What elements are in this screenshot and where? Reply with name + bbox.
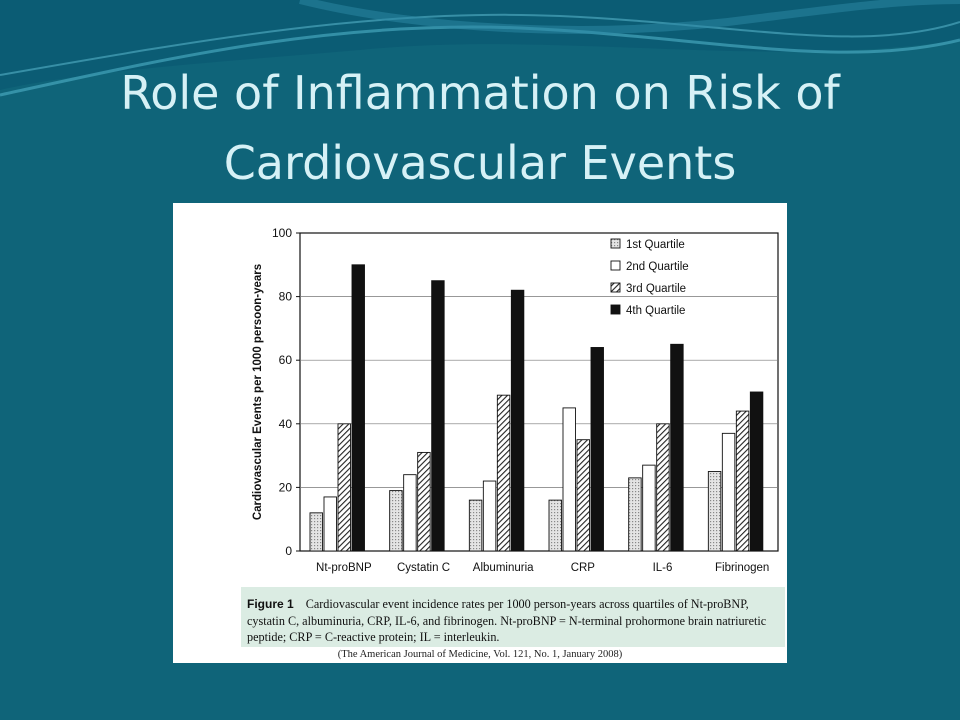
bar-3rd-quartile	[496, 394, 511, 552]
x-category-label: Fibrinogen	[715, 562, 769, 574]
y-tick-label: 80	[279, 290, 293, 304]
bar-3rd-quartile	[417, 451, 431, 552]
legend-swatch	[610, 260, 621, 271]
x-category-label: CRP	[571, 562, 596, 574]
bar-4th-quartile	[670, 343, 684, 552]
bar-4th-quartile	[510, 289, 525, 552]
bar-3rd-quartile	[576, 439, 590, 552]
bar-2nd-quartile	[721, 432, 736, 552]
y-tick-label: 60	[279, 353, 293, 367]
y-tick-label: 0	[285, 544, 292, 558]
x-category-label: Nt-proBNP	[316, 562, 372, 574]
bar-2nd-quartile	[642, 464, 656, 552]
legend-label: 3rd Quartile	[626, 283, 686, 295]
bar-2nd-quartile	[403, 474, 417, 552]
figure-image: 0 20 40 60 80 100 Cardiovascular Events per 10…	[173, 203, 787, 663]
bar-4th-quartile	[431, 280, 445, 552]
legend-label: 4th Quartile	[626, 305, 685, 317]
legend-swatch	[610, 304, 621, 315]
bar-1st-quartile	[628, 477, 642, 552]
bar-2nd-quartile	[323, 496, 337, 552]
bar-3rd-quartile	[337, 423, 351, 552]
plot-frame	[299, 232, 779, 552]
bar-1st-quartile	[309, 512, 323, 552]
slide-title: Role of Inflammation on Risk of Cardiova…	[0, 58, 960, 198]
slide-title-line-2: Cardiovascular Events	[223, 136, 737, 190]
slide-title-line-1: Role of Inflammation on Risk of	[120, 66, 840, 120]
x-category-label: Albuminuria	[473, 562, 534, 574]
bar-2nd-quartile	[482, 480, 497, 552]
y-tick-label: 100	[272, 226, 292, 240]
bar-1st-quartile	[468, 499, 483, 552]
bar-1st-quartile	[548, 499, 562, 552]
bar-4th-quartile	[590, 347, 604, 552]
y-tick-label: 40	[279, 417, 293, 431]
bar-3rd-quartile	[656, 423, 670, 552]
y-tick-label: 20	[279, 480, 293, 494]
legend-swatch	[610, 238, 621, 249]
citation: (The American Journal of Medicine, Vol. …	[337, 649, 623, 660]
x-category-label: Cystatin C	[397, 562, 450, 574]
bar-3rd-quartile	[735, 410, 750, 552]
bar-1st-quartile	[707, 471, 722, 552]
legend-swatch	[610, 282, 621, 293]
x-category-label: IL-6	[653, 562, 673, 574]
bar-2nd-quartile	[562, 407, 576, 552]
bar-4th-quartile	[351, 264, 365, 552]
caption-text: Cardiovascular event incidence rates per…	[247, 597, 767, 644]
bar-4th-quartile	[749, 391, 764, 552]
figure-caption: Figure 1 Cardiovascular event incidence r…	[241, 587, 785, 647]
y-axis-label: Cardiovascular Events per 1000 persoon-y…	[252, 264, 264, 520]
caption-label: Figure 1	[247, 597, 294, 611]
bar-1st-quartile	[389, 490, 403, 552]
bar-chart: 0 20 40 60 80 100 Cardiovascular Events per 10…	[252, 226, 779, 574]
legend-label: 2nd Quartile	[626, 261, 689, 273]
legend-label: 1st Quartile	[626, 239, 685, 251]
